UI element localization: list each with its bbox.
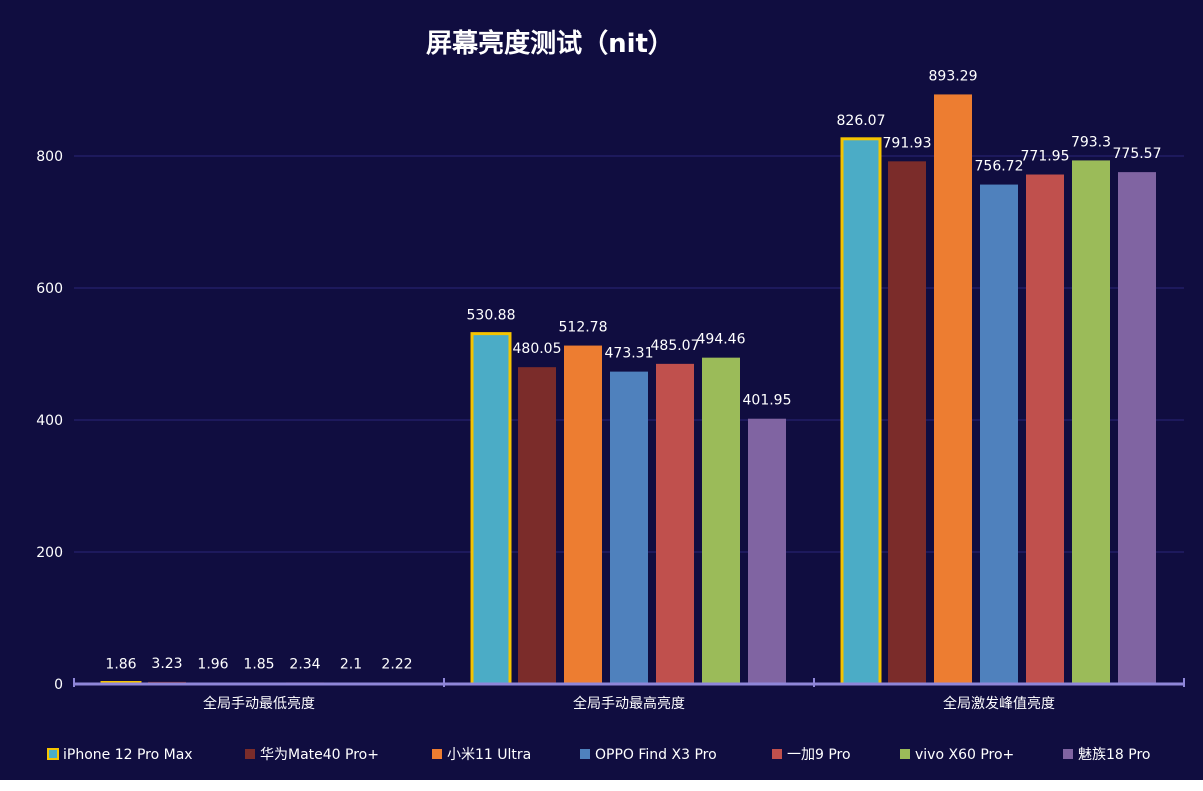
- x-axis-tick-labels: 全局手动最低亮度 全局手动最高亮度 全局激发峰值亮度: [203, 695, 1055, 712]
- legend-swatch: [432, 749, 442, 759]
- data-label: 826.07: [837, 113, 886, 129]
- data-label: 2.22: [381, 657, 412, 673]
- data-label: 473.31: [605, 346, 654, 362]
- data-label: 775.57: [1113, 146, 1162, 162]
- data-label: 2.1: [340, 657, 362, 673]
- x-tick-label: 全局手动最低亮度: [203, 695, 315, 712]
- data-label: 756.72: [975, 159, 1024, 175]
- data-label: 512.78: [559, 320, 608, 336]
- chart-title: 屏幕亮度测试（nit）: [426, 28, 674, 59]
- data-label: 771.95: [1021, 149, 1070, 165]
- data-label: 2.34: [289, 656, 320, 672]
- x-tick-label: 全局激发峰值亮度: [943, 695, 1055, 712]
- data-label: 793.3: [1071, 134, 1111, 150]
- bars: [100, 94, 1156, 686]
- legend-swatch: [772, 749, 782, 759]
- legend-item: 一加9 Pro: [772, 747, 851, 763]
- bar: [980, 184, 1018, 684]
- bar: [1118, 172, 1156, 685]
- legend-label: vivo X60 Pro+: [915, 747, 1014, 763]
- data-label: 1.85: [243, 657, 274, 673]
- legend-label: iPhone 12 Pro Max: [63, 747, 193, 763]
- bar: [1026, 174, 1064, 684]
- legend-label: OPPO Find X3 Pro: [595, 747, 717, 763]
- data-label: 530.88: [467, 308, 516, 324]
- data-label: 1.86: [105, 657, 136, 673]
- bar: [518, 367, 556, 684]
- legend-swatch: [900, 749, 910, 759]
- bar: [702, 357, 740, 684]
- data-labels: 1.86 3.23 1.96 1.85 2.34 2.1 2.22 530.88 480.05 5…: [105, 68, 1161, 672]
- legend-swatch: [580, 749, 590, 759]
- data-label: 494.46: [697, 332, 746, 348]
- y-tick-label: 800: [36, 149, 63, 165]
- legend-label: 一加9 Pro: [787, 747, 851, 763]
- legend-swatch: [245, 749, 255, 759]
- legend-label: 小米11 Ultra: [447, 747, 531, 763]
- data-label: 480.05: [513, 341, 562, 357]
- data-label: 893.29: [929, 68, 978, 84]
- legend-item: iPhone 12 Pro Max: [47, 747, 193, 763]
- x-tick-label: 全局手动最高亮度: [573, 695, 685, 712]
- legend-label: 魅族18 Pro: [1078, 747, 1150, 763]
- bar: [748, 418, 786, 684]
- bar: [564, 345, 602, 684]
- y-tick-label: 400: [36, 413, 63, 429]
- legend-item: OPPO Find X3 Pro: [580, 747, 717, 763]
- bar: [656, 363, 694, 684]
- y-tick-label: 0: [54, 677, 63, 693]
- legend-item: 小米11 Ultra: [432, 747, 531, 763]
- legend-label: 华为Mate40 Pro+: [260, 747, 379, 763]
- x-axis: [73, 678, 1185, 687]
- data-label: 3.23: [151, 656, 182, 672]
- bar: [888, 161, 926, 685]
- bar: [840, 137, 882, 686]
- legend-item: vivo X60 Pro+: [900, 747, 1014, 763]
- y-axis-ticks: 0 200 400 600 800: [36, 149, 63, 693]
- bar: [610, 371, 648, 684]
- legend-swatch: [47, 748, 59, 760]
- y-tick-label: 600: [36, 281, 63, 297]
- legend-item: 魅族18 Pro: [1063, 747, 1150, 763]
- bar: [1072, 160, 1110, 684]
- bar: [934, 94, 972, 685]
- legend: iPhone 12 Pro Max 华为Mate40 Pro+ 小米11 Ultra…: [47, 747, 1150, 763]
- bar: [470, 332, 512, 686]
- legend-swatch: [1063, 749, 1073, 759]
- legend-item: 华为Mate40 Pro+: [245, 747, 379, 763]
- data-label: 485.07: [651, 338, 700, 354]
- data-label: 1.96: [197, 657, 228, 673]
- y-tick-label: 200: [36, 545, 63, 561]
- data-label: 791.93: [883, 135, 932, 151]
- data-label: 401.95: [743, 393, 792, 409]
